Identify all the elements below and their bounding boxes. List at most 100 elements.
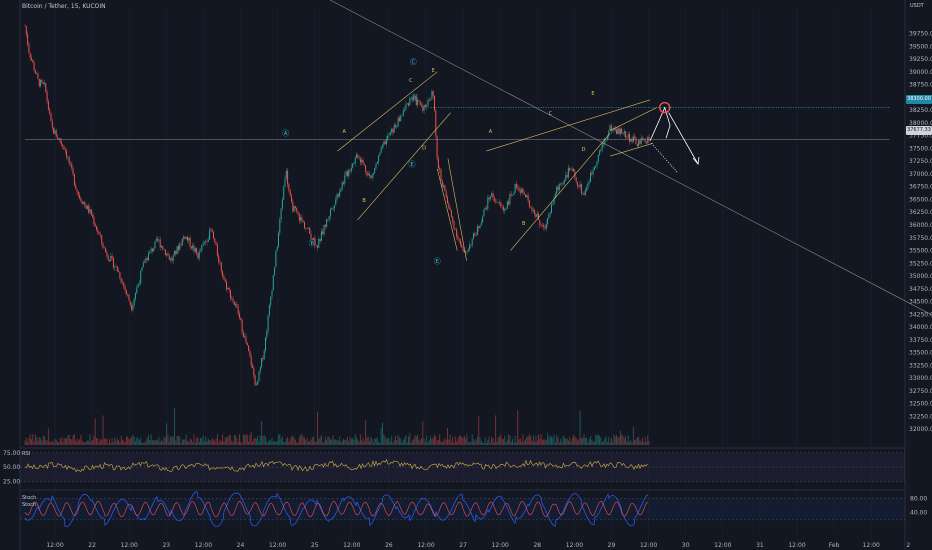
volume-bar [170,436,172,445]
volume-bar [549,435,551,445]
candle-body [393,125,395,133]
volume-bar [313,436,315,445]
candle-body [105,248,107,252]
candle-body [591,172,593,175]
volume-bar [375,438,377,445]
stoch-d-line [24,501,649,518]
volume-bar [400,438,402,445]
candle-body [365,165,367,172]
wave-label: B [362,198,366,204]
volume-bar [159,441,161,445]
volume-bar [96,437,97,445]
candle-body [371,174,373,178]
projection-down-line [668,112,699,165]
volume-bar [168,441,170,445]
candle-body [145,258,147,263]
wave-marker: Ⓔ [409,160,416,168]
volume-bar [188,442,190,445]
volume-bar [606,442,608,445]
volume-bar [125,436,127,445]
volume-bar [222,434,224,445]
candle-body [621,128,623,134]
time-tick-label: 12:00 [714,542,731,549]
candle-body [216,245,218,256]
volume-bar [353,439,355,445]
candle-body [268,305,270,316]
volume-bar [86,440,88,445]
volume-bar [202,435,204,445]
projection-up-arrow [649,106,671,141]
candle-body [499,202,500,203]
volume-bar [488,436,490,445]
candle-body [44,82,45,84]
volume-bar [391,435,393,445]
candle-body [119,272,121,279]
candle-body [638,140,640,146]
candle-body [604,139,606,145]
candle-body [175,250,177,255]
volume-bar [450,441,452,445]
candle-body [114,266,116,268]
candle-body [222,271,224,277]
candle-body [358,157,360,159]
volume-bar [226,437,227,445]
candle-body [153,248,155,252]
price-tick-label: 37750.00 [909,133,932,140]
volume-bar [478,416,480,445]
candle-body [31,58,32,61]
candle-body [174,250,175,256]
candle-body [123,282,125,287]
candle-body [32,60,34,63]
time-tick-label: 28 [533,542,541,549]
candle-body [261,358,263,368]
volume-bar [70,439,71,445]
price-tick-label: 32500.00 [909,401,932,408]
candle-body [326,219,328,227]
candle-body [228,287,230,290]
candle-body [497,202,499,204]
volume-bar [514,435,516,445]
candle-body [473,233,474,239]
candle-body [115,266,117,267]
price-tick-label: 35750.00 [909,235,932,242]
volume-bar [210,440,212,445]
volume-bar [430,435,432,445]
volume-bar [137,438,139,445]
volume-bar [623,438,625,445]
volume-bar [315,441,317,445]
volume-bar [480,440,482,445]
time-axis[interactable]: 12:00 22 12:00 23 12:00 24 12:00 25 12:00 26 12:00… [46,542,910,549]
volume-bar [436,440,438,445]
stoch-k-label: Stoch [22,495,37,501]
wave-e-line-a [437,168,458,251]
candle-body [317,245,318,248]
volume-bar [310,439,312,445]
time-tick-label: 27 [459,542,467,549]
volume-bar [232,441,234,445]
rsi-line [24,458,648,473]
volume-bar [616,435,617,445]
candle-body [440,169,442,181]
volume-bar [501,438,503,445]
rsi-tick-label: 50.00 [3,464,20,471]
candle-body [361,159,363,163]
price-tick-label: 32250.00 [909,413,932,420]
candle-body [345,171,347,176]
candle-body [149,251,151,254]
candle-body [384,141,386,145]
candle-body [454,229,456,230]
volume-bar [150,434,152,445]
candle-body [561,183,563,185]
candle-body [197,252,199,259]
volume-bar [544,439,546,445]
volume-bar [370,436,372,445]
volume-bar [426,435,428,445]
price-axis[interactable]: 39750.00 39500.00 39250.00 39000.00 38750.00… [909,31,932,434]
volume-bar [228,435,230,445]
candle-body [124,286,126,291]
candle-body [292,201,294,212]
volume-bar [284,442,286,445]
candle-body [625,131,627,138]
candle-body [449,207,451,211]
